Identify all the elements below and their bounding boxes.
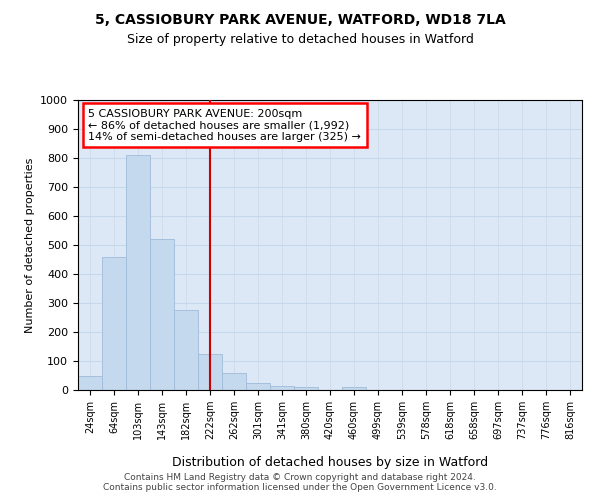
Bar: [126, 155, 150, 390]
Y-axis label: Number of detached properties: Number of detached properties: [25, 158, 35, 332]
Bar: [102, 256, 126, 390]
Text: Contains HM Land Registry data © Crown copyright and database right 2024.
Contai: Contains HM Land Registry data © Crown c…: [103, 473, 497, 492]
Bar: [222, 372, 246, 390]
Bar: [270, 386, 294, 390]
Bar: [78, 376, 102, 390]
Bar: [342, 386, 366, 390]
Bar: [198, 354, 222, 390]
Text: 5 CASSIOBURY PARK AVENUE: 200sqm
← 86% of detached houses are smaller (1,992)
14: 5 CASSIOBURY PARK AVENUE: 200sqm ← 86% o…: [88, 108, 361, 142]
Text: 5, CASSIOBURY PARK AVENUE, WATFORD, WD18 7LA: 5, CASSIOBURY PARK AVENUE, WATFORD, WD18…: [95, 12, 505, 26]
Text: Distribution of detached houses by size in Watford: Distribution of detached houses by size …: [172, 456, 488, 469]
Text: Size of property relative to detached houses in Watford: Size of property relative to detached ho…: [127, 32, 473, 46]
Bar: [150, 239, 174, 390]
Bar: [294, 386, 318, 390]
Bar: [174, 310, 198, 390]
Bar: [246, 383, 270, 390]
